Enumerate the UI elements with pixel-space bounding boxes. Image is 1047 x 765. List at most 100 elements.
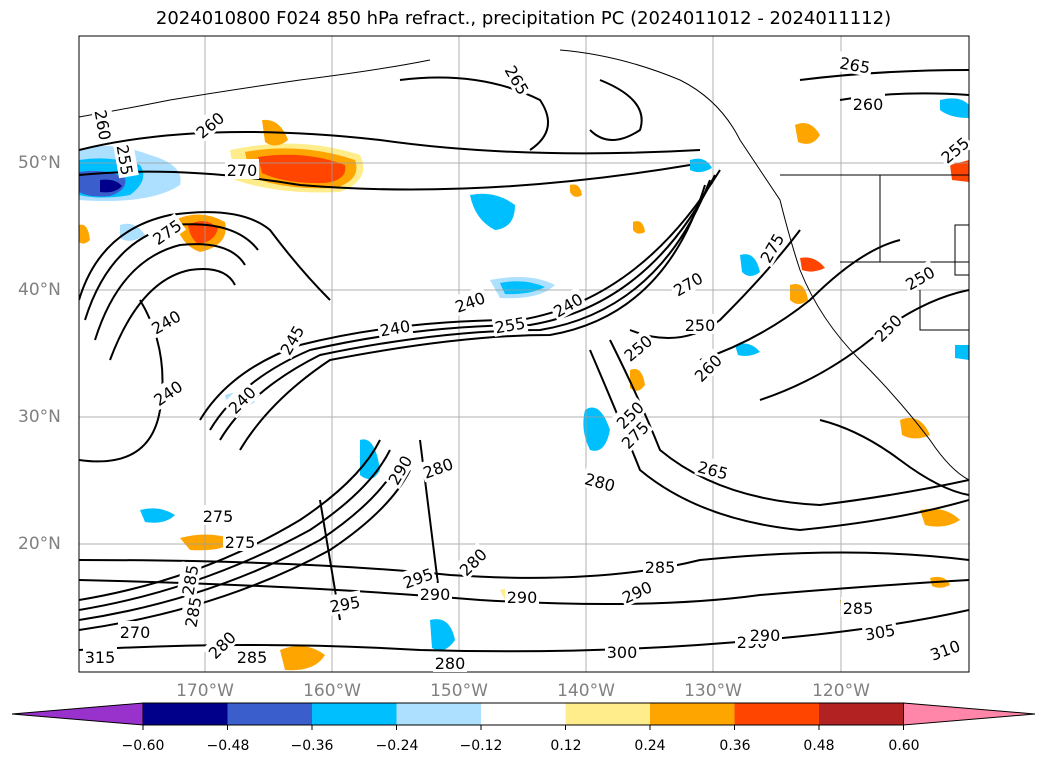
contour-label-bg xyxy=(899,259,940,295)
precip-positive-patch xyxy=(790,284,808,304)
colorbar-outline xyxy=(142,702,904,726)
colorbar-segment xyxy=(650,703,735,725)
lon-label: 140°W xyxy=(557,681,615,701)
contour-label-bg xyxy=(753,227,789,268)
contour-label-bg xyxy=(189,105,229,143)
colorbar-tick-label: −0.24 xyxy=(375,738,419,754)
colorbar-segment xyxy=(312,703,397,725)
colorbar-segment xyxy=(565,703,651,725)
contour-label-bg xyxy=(836,51,874,77)
contour-label-bg xyxy=(616,574,657,608)
contour-label-bg xyxy=(683,314,717,334)
contour-label-bg xyxy=(223,531,257,551)
contour-lines xyxy=(79,69,969,653)
contour-label-bg xyxy=(176,561,202,599)
contour-label-bg xyxy=(179,593,205,631)
colorbar-segment xyxy=(819,703,904,725)
precip-negative-patch xyxy=(500,281,545,295)
colorbar-tick-label: −0.48 xyxy=(206,738,250,754)
contour-label-bg xyxy=(146,213,187,250)
precip-positive-patch xyxy=(920,508,960,527)
contour-label: 260 xyxy=(193,108,229,142)
colorbar-tick-label: −0.36 xyxy=(290,738,334,754)
contour-label-bg xyxy=(851,93,885,113)
contour-label-bg xyxy=(118,621,152,641)
precip-negative-patch xyxy=(120,223,145,241)
contour-label-bg xyxy=(667,265,708,301)
contour-label: 290 xyxy=(420,585,451,604)
contour-label-bg xyxy=(202,625,241,664)
precip-negative-patch xyxy=(470,193,515,230)
colorbar-tick-label: 0.48 xyxy=(803,738,835,754)
contour-label: 240 xyxy=(225,383,260,418)
contour-label: 285 xyxy=(181,595,205,628)
contour-label: 265 xyxy=(696,457,730,483)
contour-label-bg xyxy=(605,641,639,661)
lat-label: 50°N xyxy=(18,153,61,173)
lon-label: 170°W xyxy=(176,681,234,701)
colorbar-segment xyxy=(734,703,820,725)
lat-label: 40°N xyxy=(18,280,61,300)
contour-label-bg xyxy=(688,348,727,387)
contour-label-bg xyxy=(222,380,261,419)
contour-label: 290 xyxy=(750,626,781,645)
precip-negative-patch xyxy=(140,508,175,523)
precip-negative-patch xyxy=(430,619,455,651)
contour-label-bg xyxy=(491,311,529,337)
precip-positive-patch xyxy=(795,122,820,144)
precip-positive-patch xyxy=(280,646,325,671)
lon-label: 160°W xyxy=(303,681,361,701)
contour-label-bg xyxy=(615,415,654,454)
lat-label: 30°N xyxy=(18,407,61,427)
contour-label-bg xyxy=(398,561,438,593)
contour-label-bg xyxy=(147,374,188,411)
contour-label: 275 xyxy=(225,533,256,552)
contour-label-bg xyxy=(694,454,733,484)
precip-positive-patch xyxy=(900,417,930,439)
precip-negative-patch xyxy=(940,98,969,118)
colorbar-extend-low xyxy=(11,702,144,726)
contour-label-bg xyxy=(610,395,649,434)
precip-negative-patch xyxy=(100,179,122,193)
colorbar-tick-label: −0.12 xyxy=(459,738,503,754)
contour-label-bg xyxy=(748,624,782,644)
contour-label-bg xyxy=(418,451,458,483)
colorbar-segment xyxy=(143,703,228,725)
contour-label: 315 xyxy=(85,648,116,667)
contour-label-bg xyxy=(83,646,117,666)
contour-label: 265 xyxy=(838,53,871,77)
contour-label: 250 xyxy=(685,316,716,335)
contour-label-bg xyxy=(91,106,117,144)
contour-label: 270 xyxy=(227,161,258,180)
precip-positive-patch xyxy=(630,369,645,391)
contour-label: 280 xyxy=(421,454,456,482)
contour-label-bg xyxy=(381,449,417,490)
contour-label-bg xyxy=(273,319,309,360)
contour-label: 275 xyxy=(203,507,234,526)
map-frame xyxy=(78,35,970,673)
precip-positive-patch xyxy=(570,184,582,197)
contour-label-bg xyxy=(868,308,907,347)
contour-label: 260 xyxy=(691,351,726,386)
contour-label-bg xyxy=(505,586,539,606)
contour-label: 260 xyxy=(853,95,884,114)
precip-positive-patch xyxy=(258,154,346,184)
precip-positive-patch xyxy=(800,257,825,272)
contour-label-bg xyxy=(235,646,269,666)
contour-label: 285 xyxy=(237,648,268,667)
contour-label-bg xyxy=(145,303,186,339)
precip-positive-patch xyxy=(188,221,218,244)
colorbar-segment xyxy=(481,703,566,725)
contour-label: 295 xyxy=(328,592,361,616)
colorbar-tick-label: 0.60 xyxy=(888,738,920,754)
contour-label-bg xyxy=(433,652,467,672)
precip-positive-patch xyxy=(950,160,969,182)
contour-label-bg xyxy=(617,328,657,366)
contour-label-bg xyxy=(418,583,452,603)
map-title: 2024010800 F024 850 hPa refract., precip… xyxy=(155,8,892,29)
contour-label-bg xyxy=(326,590,364,616)
contour-label-bg xyxy=(376,314,414,340)
contour-label: 255 xyxy=(493,313,526,337)
contour-label-bg xyxy=(500,59,536,100)
